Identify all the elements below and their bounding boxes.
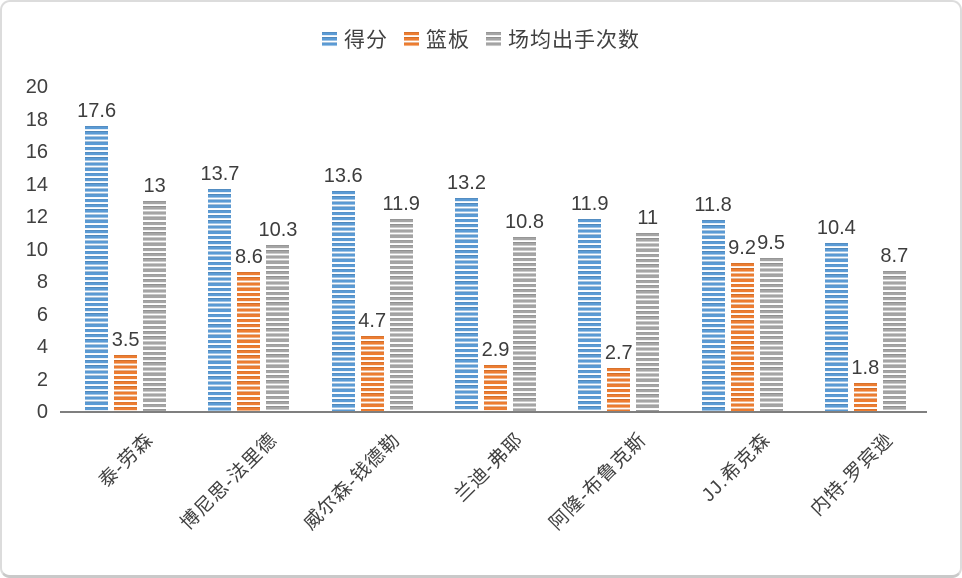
y-axis-tick-label: 6 [36, 303, 48, 326]
legend-item-2: 篮板 [404, 24, 470, 54]
x-axis-category-labels: 泰-劳森 博尼思-法里德 威尔森-钱德勒 兰迪-弗耶 阿隆-布鲁克斯 JJ.希克森 内特-罗… [64, 416, 927, 575]
bar-series3-cat7: 8.7 [880, 245, 908, 412]
y-axis-tick-label: 14 [25, 173, 48, 196]
bar-series1-cat5: 11.9 [571, 193, 608, 412]
bar-series1-cat6: 11.8 [694, 194, 732, 412]
bar-group: 10.4 1.8 8.7 [804, 87, 927, 412]
bar-series2-cat6: 9.2 [728, 237, 756, 412]
bar-value-label: 2.7 [604, 342, 633, 365]
bar-value-label: 10.3 [258, 218, 298, 241]
bar-group: 11.9 2.7 11 [557, 87, 680, 412]
x-axis-line [60, 411, 927, 413]
y-axis-tick-label: 4 [36, 336, 48, 358]
legend-marker-icon [404, 31, 419, 47]
bar-value-label: 9.2 [728, 236, 756, 259]
bar-value-label: 17.6 [77, 100, 117, 122]
y-axis-tick-label: 18 [25, 108, 48, 131]
bar-value-label: 8.7 [880, 244, 909, 267]
bar-group: 13.6 4.7 11.9 [311, 87, 434, 412]
legend-label: 场均出手次数 [508, 29, 640, 52]
legend-label: 篮板 [426, 29, 470, 52]
legend-marker-icon [322, 31, 337, 47]
bar-series3-cat2: 10.3 [258, 219, 297, 412]
bar-series2-cat7: 1.8 [851, 357, 879, 412]
bar-series2-cat1: 3.5 [112, 329, 140, 412]
bar-series1-cat4: 13.2 [447, 172, 486, 412]
y-axis-tick-label: 12 [25, 206, 48, 228]
bar-series2-cat5: 2.7 [605, 342, 633, 412]
bar-value-label: 9.5 [757, 231, 785, 254]
y-axis-tick-label: 0 [36, 401, 48, 423]
bar-series1-cat7: 10.4 [817, 217, 856, 412]
bar-series2-cat3: 4.7 [358, 310, 386, 412]
bar-value-label: 10.8 [505, 210, 544, 233]
plot-area: 17.6 3.5 13 13.7 8.6 10.3 13.6 4.7 11.9 13.2 2.9 10… [60, 87, 927, 413]
bar-value-label: 11 [637, 207, 659, 230]
legend-item-3: 场均出手次数 [486, 24, 640, 54]
bar-series3-cat5: 11 [636, 207, 660, 412]
legend-marker-icon [486, 31, 501, 47]
bar-group: 13.2 2.9 10.8 [434, 87, 557, 412]
bar-value-label: 8.6 [235, 246, 263, 269]
bar-value-label: 13 [143, 174, 166, 197]
bar-series1-cat2: 13.7 [200, 163, 239, 412]
category-label: JJ.希克森 [697, 429, 775, 507]
category-label: 博尼思-法里德 [176, 429, 282, 535]
bar-value-label: 3.5 [111, 329, 140, 352]
bar-value-label: 13.6 [323, 165, 363, 187]
chart-legend: 得分 篮板 场均出手次数 [2, 24, 960, 54]
bar-group: 11.8 9.2 9.5 [680, 87, 803, 412]
y-axis-tick-label: 8 [36, 271, 48, 293]
y-axis-tick-label: 10 [25, 238, 48, 261]
bar-value-label: 13.7 [200, 163, 240, 186]
bar-value-label: 11.9 [571, 192, 609, 215]
bar-series1-cat3: 13.6 [324, 165, 363, 412]
y-axis-tick-label: 2 [36, 368, 48, 391]
bar-groups: 17.6 3.5 13 13.7 8.6 10.3 13.6 4.7 11.9 13.2 2.9 10… [64, 87, 927, 412]
y-axis-tick-label: 16 [25, 141, 48, 163]
bar-value-label: 1.8 [851, 356, 880, 379]
legend-item-1: 得分 [322, 24, 388, 54]
bar-value-label: 10.4 [816, 217, 856, 239]
category-label: 泰-劳森 [95, 429, 159, 492]
bar-value-label: 11.8 [694, 194, 732, 217]
bar-group: 13.7 8.6 10.3 [187, 87, 310, 412]
y-axis-tick-label: 20 [25, 76, 48, 98]
bar-series2-cat4: 2.9 [482, 339, 509, 412]
bar-series1-cat1: 17.6 [77, 100, 116, 412]
bar-group: 17.6 3.5 13 [64, 87, 187, 412]
legend-label: 得分 [344, 29, 388, 52]
bar-value-label: 2.9 [481, 338, 510, 361]
category-label: 内特-罗宾逊 [807, 429, 898, 521]
category-label: 兰迪-弗耶 [451, 429, 528, 507]
bar-value-label: 13.2 [447, 171, 486, 194]
category-label: 威尔森-钱德勒 [299, 429, 405, 535]
bar-value-label: 11.9 [382, 192, 420, 215]
bar-value-label: 4.7 [358, 309, 387, 332]
bar-series2-cat2: 8.6 [235, 246, 263, 412]
bar-series3-cat3: 11.9 [382, 193, 420, 412]
category-label: 阿隆-布鲁克斯 [546, 429, 652, 535]
bar-series3-cat1: 13 [143, 175, 167, 412]
bar-series3-cat6: 9.5 [757, 232, 785, 412]
bar-series3-cat4: 10.8 [505, 211, 544, 412]
